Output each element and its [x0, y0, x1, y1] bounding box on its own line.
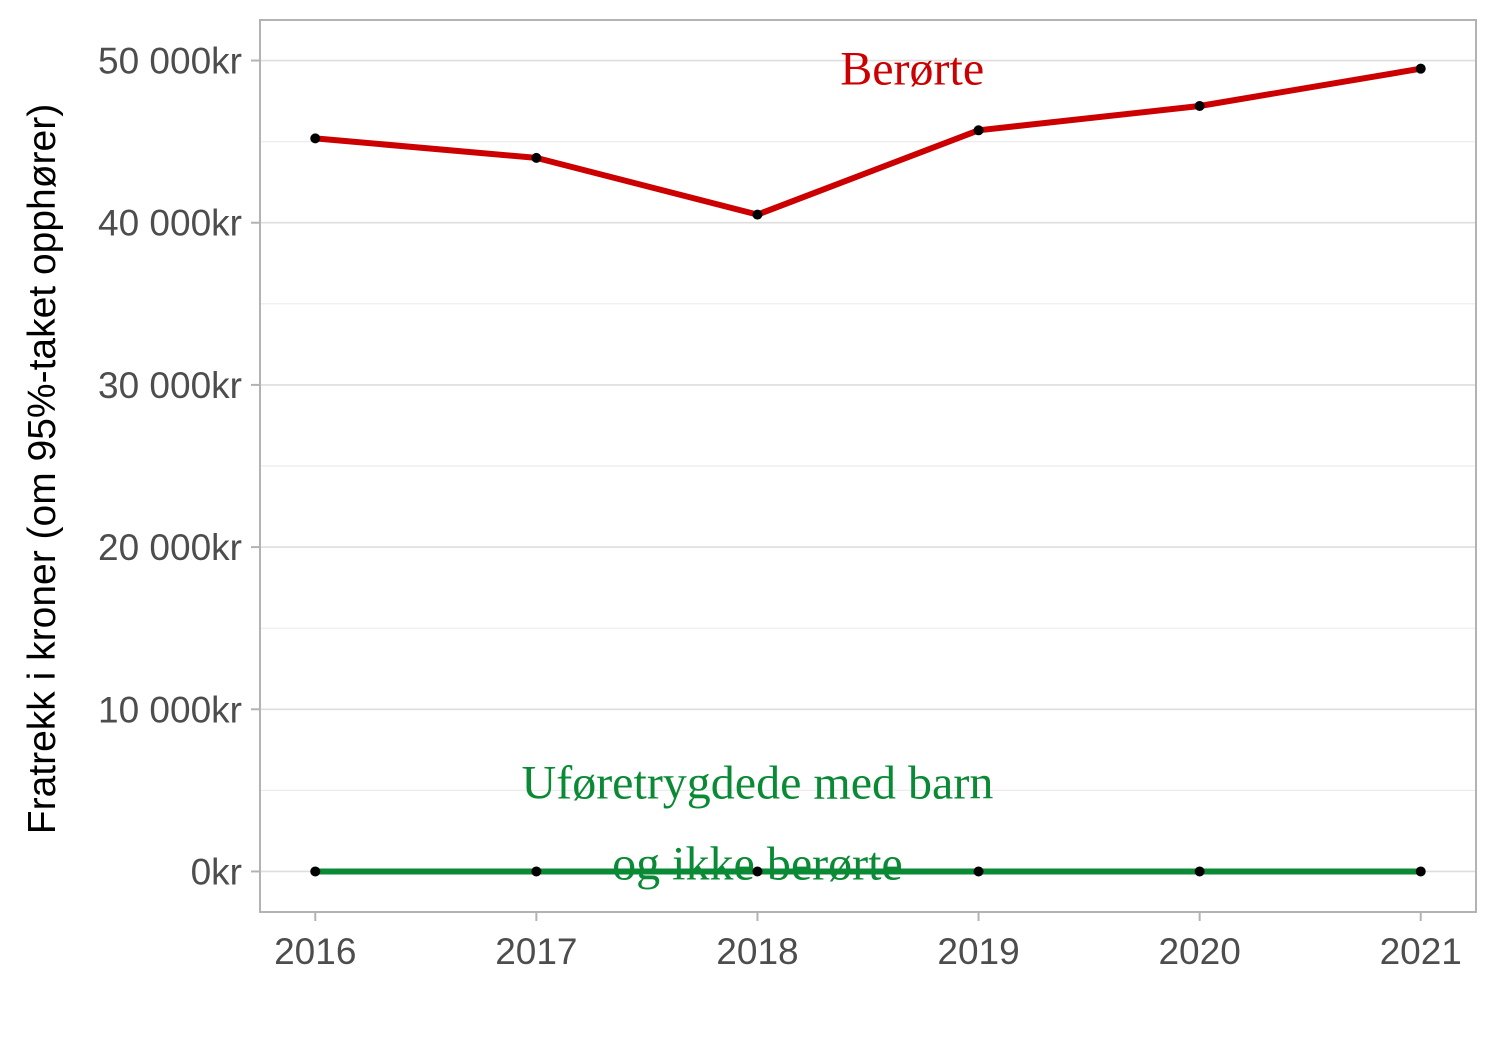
y-tick-label: 10 000kr [98, 689, 242, 730]
data-point [1415, 63, 1426, 74]
x-tick-label: 2017 [495, 931, 577, 972]
axes: 0kr 10 000kr 20 000kr 30 000kr 40 000kr 50 00… [98, 41, 1462, 972]
annotation-label: og ikke berørte [612, 837, 903, 890]
data-point [752, 209, 763, 220]
data-point [310, 866, 321, 877]
data-point [1194, 866, 1205, 877]
annotation-layer: Berørte Uføretrygdede med barn og ikke ber… [522, 43, 994, 891]
y-tick-label: 40 000kr [98, 203, 242, 244]
data-point [973, 866, 984, 877]
x-tick-label: 2021 [1380, 931, 1462, 972]
data-point [531, 866, 542, 877]
gridlines [260, 59, 1476, 873]
annotation-label: Uføretrygdede med barn [522, 756, 994, 809]
data-point [973, 125, 984, 136]
data-point [1415, 866, 1426, 877]
y-tick-label: 0kr [191, 851, 242, 892]
x-tick-label: 2018 [716, 931, 798, 972]
y-tick-label: 20 000kr [98, 527, 242, 568]
data-point [531, 152, 542, 163]
x-tick-label: 2020 [1158, 931, 1240, 972]
data-point [310, 133, 321, 144]
x-tick-label: 2016 [274, 931, 356, 972]
x-tick-label: 2019 [937, 931, 1019, 972]
y-axis-title: Fratrekk i kroner (om 95%-taket opphører… [21, 104, 64, 834]
panel-border [259, 19, 1477, 913]
data-point [1194, 100, 1205, 111]
series-layer [310, 63, 1426, 877]
y-tick-label: 50 000kr [98, 41, 242, 82]
series-line [312, 65, 1424, 218]
annotation-label: Berørte [840, 43, 984, 96]
y-tick-label: 30 000kr [98, 365, 242, 406]
data-point [752, 866, 763, 877]
